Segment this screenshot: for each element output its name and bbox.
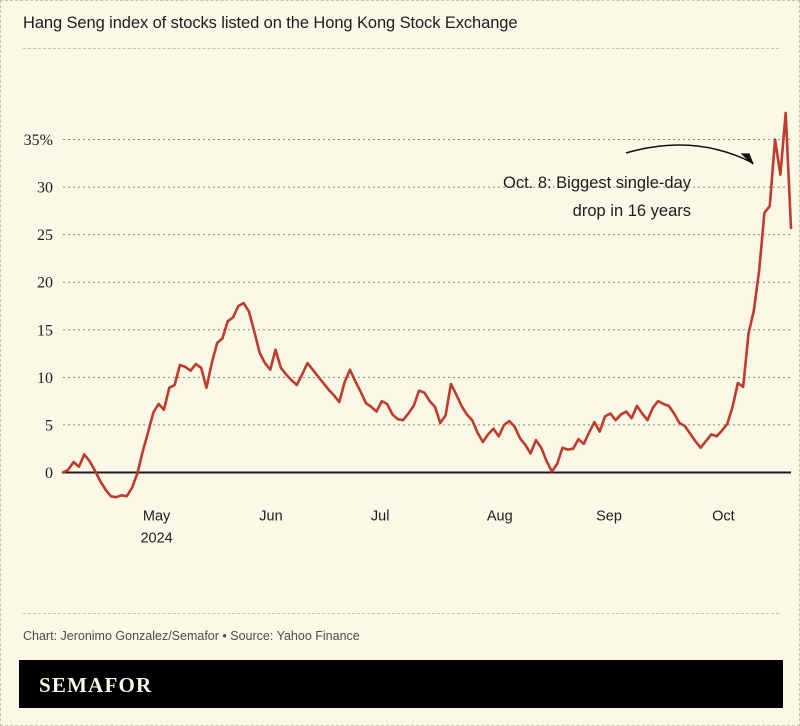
y-axis-tick-label: 10 [37,370,53,387]
y-axis-tick-label: 15 [37,322,53,339]
y-axis-tick-label: 5 [45,417,53,434]
annotation-text-line-2: drop in 16 years [573,202,691,220]
line-chart: 0 5 10 15 20 25 30 35% May Jun Jul Aug Sep Oct 2024 Oct… [24,111,793,546]
annotation-text-line-1: Oct. 8: Biggest single-day [503,174,692,192]
x-axis-tick-label: Jun [259,508,282,524]
title-divider [23,48,779,49]
y-axis-tick-label: 30 [37,180,53,197]
x-axis-tick-label: May [143,508,171,524]
x-axis-tick-label: Jul [371,508,390,524]
footer-divider [23,613,779,614]
x-axis-tick-label: Aug [487,508,513,524]
chart-plot-area: 0 5 10 15 20 25 30 35% May Jun Jul Aug Sep Oct 2024 Oct… [1,53,800,598]
logo-bar [19,660,783,708]
semafor-logo: SEMAFOR [39,673,153,697]
y-axis-tick-label: 0 [45,465,53,482]
y-axis-tick-label: 25 [37,227,53,244]
chart-credit: Chart: Jeronimo Gonzalez/Semafor • Sourc… [23,629,360,643]
annotation-arrow [625,144,754,164]
x-axis-year-label: 2024 [140,530,172,546]
data-line-series [61,111,793,499]
x-axis-tick-label: Sep [596,508,622,524]
x-axis-tick-label: Oct [712,508,735,524]
page-title: Hang Seng index of stocks listed on the … [23,14,518,32]
y-axis-tick-label: 35% [24,132,53,149]
annotation-arrowhead [740,153,754,165]
y-axis-tick-label: 20 [37,275,53,292]
